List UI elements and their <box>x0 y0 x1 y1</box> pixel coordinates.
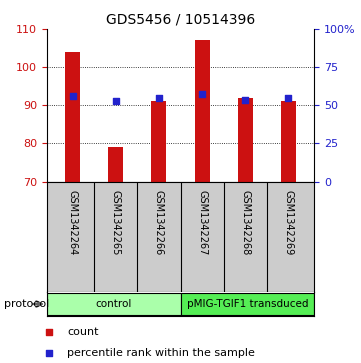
Point <box>199 91 205 97</box>
Point <box>274 53 280 59</box>
Text: GSM1342268: GSM1342268 <box>240 190 250 256</box>
Bar <box>65 52 80 182</box>
Text: GSM1342265: GSM1342265 <box>111 190 121 256</box>
Text: GSM1342269: GSM1342269 <box>283 190 293 256</box>
Bar <box>195 41 210 182</box>
Point <box>274 251 280 257</box>
Title: GDS5456 / 10514396: GDS5456 / 10514396 <box>106 12 255 26</box>
Point <box>70 93 76 99</box>
Bar <box>281 101 296 182</box>
Text: GSM1342266: GSM1342266 <box>154 190 164 256</box>
Text: GSM1342267: GSM1342267 <box>197 190 207 256</box>
Text: control: control <box>96 299 132 309</box>
Point <box>113 98 119 103</box>
Point <box>242 97 248 102</box>
FancyBboxPatch shape <box>180 293 314 315</box>
Text: protocol: protocol <box>4 299 49 309</box>
Text: pMIG-TGIF1 transduced: pMIG-TGIF1 transduced <box>187 299 308 309</box>
FancyBboxPatch shape <box>47 293 180 315</box>
Bar <box>108 147 123 182</box>
Text: GSM1342264: GSM1342264 <box>68 190 78 256</box>
Text: count: count <box>68 327 99 337</box>
Point <box>285 95 291 101</box>
Text: percentile rank within the sample: percentile rank within the sample <box>68 348 255 358</box>
Point <box>156 95 162 101</box>
Bar <box>151 101 166 182</box>
Bar <box>238 98 253 182</box>
